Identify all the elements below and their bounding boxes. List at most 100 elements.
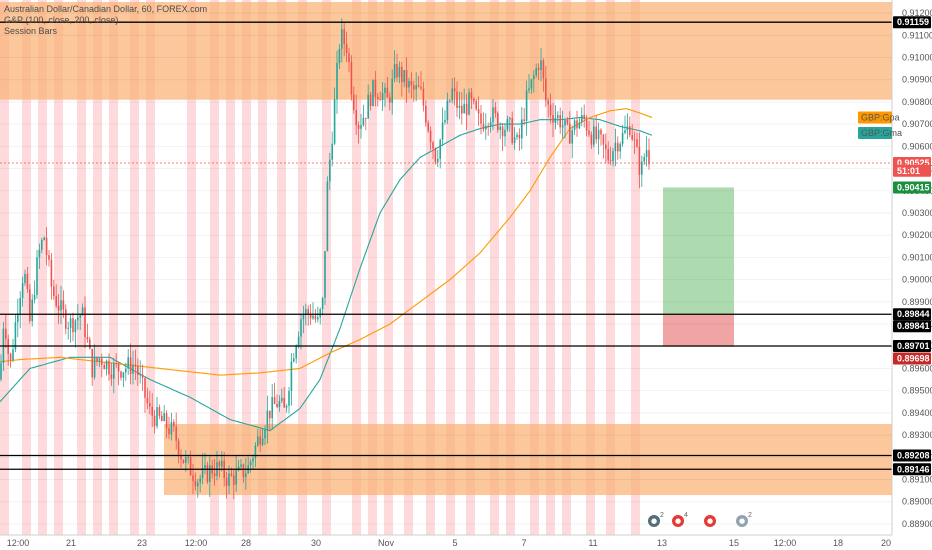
candle-body bbox=[506, 119, 509, 130]
candle-body bbox=[175, 426, 177, 441]
price-tick-label: 0.89400 bbox=[902, 408, 932, 418]
candle-body bbox=[617, 142, 619, 152]
chart-legend: Australian Dollar/Canadian Dollar, 60, F… bbox=[4, 4, 207, 37]
candle-body bbox=[559, 115, 561, 128]
candle-body bbox=[50, 259, 53, 287]
candle-body bbox=[393, 64, 396, 79]
candle-body bbox=[427, 122, 429, 131]
candle-body bbox=[605, 144, 607, 150]
candle-body bbox=[441, 122, 444, 140]
candle-body bbox=[72, 318, 74, 333]
candle-body bbox=[199, 478, 201, 483]
candle-body bbox=[569, 123, 571, 144]
candle-body bbox=[302, 313, 305, 320]
session-bar bbox=[210, 0, 219, 535]
candle-body bbox=[285, 405, 288, 408]
candle-body bbox=[405, 70, 408, 88]
candle-body bbox=[516, 134, 518, 138]
candle-body bbox=[624, 130, 626, 133]
indicator-session-bars-label[interactable]: Session Bars bbox=[4, 26, 58, 36]
economic-event-icon[interactable]: ● bbox=[672, 515, 684, 527]
candle-body bbox=[254, 445, 257, 459]
ma-tag-label: GBP:Gma bbox=[861, 128, 902, 138]
candle-body bbox=[648, 150, 650, 165]
horizontal-levels-layer bbox=[0, 21, 892, 470]
candle-body bbox=[84, 307, 86, 338]
candle-body bbox=[523, 119, 525, 121]
price-tag-bg bbox=[893, 16, 931, 29]
candle-body bbox=[463, 103, 465, 114]
candle-body bbox=[266, 410, 269, 430]
candle-body bbox=[554, 118, 557, 123]
candle-body bbox=[465, 103, 468, 115]
economic-event-icon[interactable]: ● bbox=[736, 515, 748, 527]
candle-body bbox=[307, 309, 309, 314]
candle-body bbox=[525, 90, 528, 121]
candle-body bbox=[98, 358, 101, 362]
economic-event-icon[interactable]: ● bbox=[648, 515, 660, 527]
candle-body bbox=[504, 129, 506, 137]
candle-body bbox=[581, 114, 583, 123]
candle-body bbox=[458, 105, 461, 108]
candle-body bbox=[345, 43, 348, 54]
candle-body bbox=[446, 100, 449, 120]
candle-body bbox=[189, 456, 192, 476]
symbol-title[interactable]: Australian Dollar/Canadian Dollar, 60, F… bbox=[4, 4, 208, 14]
candle-body bbox=[540, 60, 542, 70]
candle-body bbox=[197, 482, 199, 487]
candle-body bbox=[362, 117, 365, 126]
candle-body bbox=[571, 130, 573, 144]
economic-event-icon[interactable]: ● bbox=[704, 515, 716, 527]
candle-body bbox=[48, 255, 50, 260]
supply-demand-zones-layer bbox=[0, 2, 892, 496]
candle-body bbox=[139, 374, 141, 376]
candle-body bbox=[468, 92, 470, 115]
candle-body bbox=[79, 315, 81, 318]
price-tick-label: 0.90600 bbox=[902, 141, 932, 151]
candle-body bbox=[146, 397, 149, 404]
price-tag-label: 0.91159 bbox=[897, 17, 929, 27]
candle-body bbox=[305, 309, 307, 314]
session-bar bbox=[446, 0, 455, 535]
candle-body bbox=[235, 470, 237, 485]
price-tick-label: 0.89900 bbox=[902, 297, 932, 307]
candle-body bbox=[482, 123, 485, 130]
price-tick-label: 0.88900 bbox=[902, 519, 932, 529]
candle-body bbox=[149, 403, 151, 407]
candle-body bbox=[17, 313, 19, 323]
price-tag-bg bbox=[893, 181, 931, 194]
candle-body bbox=[422, 88, 425, 106]
candle-body bbox=[530, 79, 533, 89]
candle-body bbox=[636, 139, 638, 147]
price-tick-label: 0.90800 bbox=[902, 97, 932, 107]
candle-body bbox=[355, 109, 357, 126]
candle-body bbox=[259, 436, 261, 445]
candle-body bbox=[338, 48, 341, 64]
candle-body bbox=[165, 413, 168, 429]
candle-body bbox=[245, 473, 247, 478]
candle-body bbox=[213, 473, 216, 476]
candle-body bbox=[101, 358, 103, 365]
candle-body bbox=[350, 62, 353, 95]
price-tick-label: 0.89600 bbox=[902, 363, 932, 373]
time-tick-label: 30 bbox=[311, 538, 321, 548]
price-tag-label: 0.89208 bbox=[897, 450, 930, 460]
candle-body bbox=[295, 346, 297, 359]
candle-body bbox=[96, 357, 98, 362]
candle-body bbox=[367, 94, 369, 119]
candle-body bbox=[475, 101, 477, 110]
candle-body bbox=[561, 125, 564, 128]
candle-body bbox=[588, 130, 590, 135]
candle-body bbox=[321, 297, 324, 310]
candle-body bbox=[528, 88, 530, 91]
candle-body bbox=[113, 363, 115, 379]
candle-body bbox=[533, 75, 535, 80]
time-tick-label: 12:00 bbox=[774, 538, 797, 548]
candle-body bbox=[602, 134, 605, 145]
indicator-gp-label[interactable]: G&P (100, close, 200, close) bbox=[4, 15, 119, 25]
candle-body bbox=[461, 105, 463, 114]
candle-body bbox=[91, 348, 93, 378]
session-bar bbox=[130, 0, 139, 535]
candle-body bbox=[583, 114, 585, 120]
